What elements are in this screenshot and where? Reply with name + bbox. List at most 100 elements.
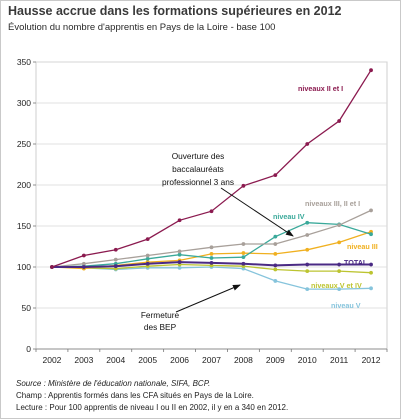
data-point (209, 209, 214, 214)
x-tick-label: 2003 (74, 355, 93, 365)
data-point (305, 269, 310, 273)
data-point (113, 247, 118, 252)
reading-note: Lecture : Pour 100 apprentis de niveau I… (16, 403, 289, 412)
data-point (273, 267, 278, 272)
data-point (369, 270, 373, 275)
annotation-bep-arrow (175, 284, 241, 313)
series-label-niveaux-v-et-iv: niveaux V et IV (311, 281, 362, 290)
data-point (81, 265, 86, 269)
data-point (369, 232, 373, 237)
y-tick-label: 150 (17, 221, 31, 231)
annotation-bac-pro-arrow (220, 187, 294, 237)
x-tick-label: 2004 (106, 355, 125, 365)
data-point (337, 262, 342, 267)
gridlines (36, 61, 387, 309)
y-tick-label: 100 (17, 262, 31, 272)
data-point (209, 245, 214, 250)
x-tick-label: 2007 (202, 355, 221, 365)
data-point (273, 173, 278, 178)
y-tick-label: 350 (17, 57, 31, 67)
data-point (113, 264, 118, 269)
data-point (145, 237, 150, 242)
data-point (273, 234, 278, 239)
data-point (273, 279, 278, 283)
data-point (209, 261, 214, 265)
annotation-bac-pro-line: Ouverture des (172, 151, 225, 161)
data-point (273, 242, 278, 246)
x-axis: 2002 2003 2004 2005 2006 2007 2008 2009 2010 2011… (35, 348, 388, 365)
data-point (369, 68, 373, 73)
data-point (305, 247, 310, 252)
chart-subtitle: Évolution du nombre d'apprentis en Pays … (8, 22, 276, 33)
y-tick-label: 200 (17, 180, 31, 190)
series-label-niveau-iii: niveau III (347, 242, 378, 251)
series-niveaux-ii-et-i (50, 68, 373, 269)
x-tick-label: 2009 (266, 355, 285, 365)
data-point (337, 269, 342, 273)
annotation-bac-pro-line: professionnel 3 ans (162, 177, 234, 187)
data-point (337, 287, 342, 292)
data-point (337, 223, 342, 228)
series-label-niveaux-ii-et-i: niveaux II et I (298, 84, 343, 93)
data-point (81, 253, 86, 258)
data-point (177, 252, 182, 257)
data-point (241, 251, 246, 255)
data-point (369, 208, 373, 213)
data-point (241, 261, 246, 266)
data-point (273, 263, 278, 268)
data-point (305, 220, 310, 225)
data-point (241, 255, 246, 260)
data-point (241, 183, 246, 188)
scope-note: Champ : Apprentis formés dans les CFA si… (16, 391, 254, 400)
data-point (81, 261, 86, 266)
data-point (177, 260, 182, 264)
series-label-niveaux-iii-ii-et-i: niveaux III, II et I (305, 199, 360, 208)
source-note: Source : Ministère de l'éducation nation… (16, 379, 211, 388)
annotation-bep-line: des BEP (144, 322, 177, 332)
data-point (337, 119, 342, 123)
data-point (305, 262, 310, 267)
x-tick-label: 2006 (170, 355, 189, 365)
series-label-total: TOTAL (344, 258, 368, 267)
data-point (305, 233, 310, 237)
series-label-niveau-v: niveau V (331, 301, 361, 310)
y-tick-label: 300 (17, 98, 31, 108)
annotations: Ouverture des baccalauréats professionnel … (141, 151, 294, 332)
data-point (369, 262, 373, 267)
data-point (177, 249, 182, 254)
annotation-bep-line: Fermeture (141, 310, 180, 320)
x-tick-label: 2012 (362, 355, 381, 365)
x-tick-label: 2005 (138, 355, 157, 365)
series-group (50, 68, 373, 292)
data-point (177, 265, 182, 270)
annotation-bac-pro-line: baccalauréats (172, 164, 224, 174)
plot-area (35, 61, 388, 350)
data-point (369, 286, 373, 291)
x-tick-label: 2008 (234, 355, 253, 365)
data-point (50, 265, 54, 269)
data-point (241, 242, 246, 246)
data-point (145, 261, 150, 266)
y-axis: 0 50 100 150 200 250 300 350 (17, 57, 36, 354)
series-label-niveau-iv: niveau IV (273, 212, 305, 221)
data-point (209, 256, 214, 260)
y-tick-label: 0 (26, 344, 31, 354)
data-point (113, 257, 118, 262)
data-point (273, 251, 278, 256)
y-tick-label: 250 (17, 139, 31, 149)
data-point (177, 218, 182, 223)
x-tick-label: 2011 (330, 355, 349, 365)
chart-title: Hausse accrue dans les formations supéri… (8, 4, 342, 18)
data-point (145, 256, 150, 261)
series-niveaux-iii-ii-et-i (50, 208, 373, 269)
data-point (145, 253, 150, 258)
data-point (305, 142, 310, 146)
x-tick-label: 2010 (298, 355, 317, 365)
data-point (209, 251, 214, 256)
data-point (305, 287, 310, 292)
y-tick-label: 50 (22, 303, 32, 313)
x-tick-label: 2002 (42, 355, 61, 365)
data-point (337, 240, 342, 245)
